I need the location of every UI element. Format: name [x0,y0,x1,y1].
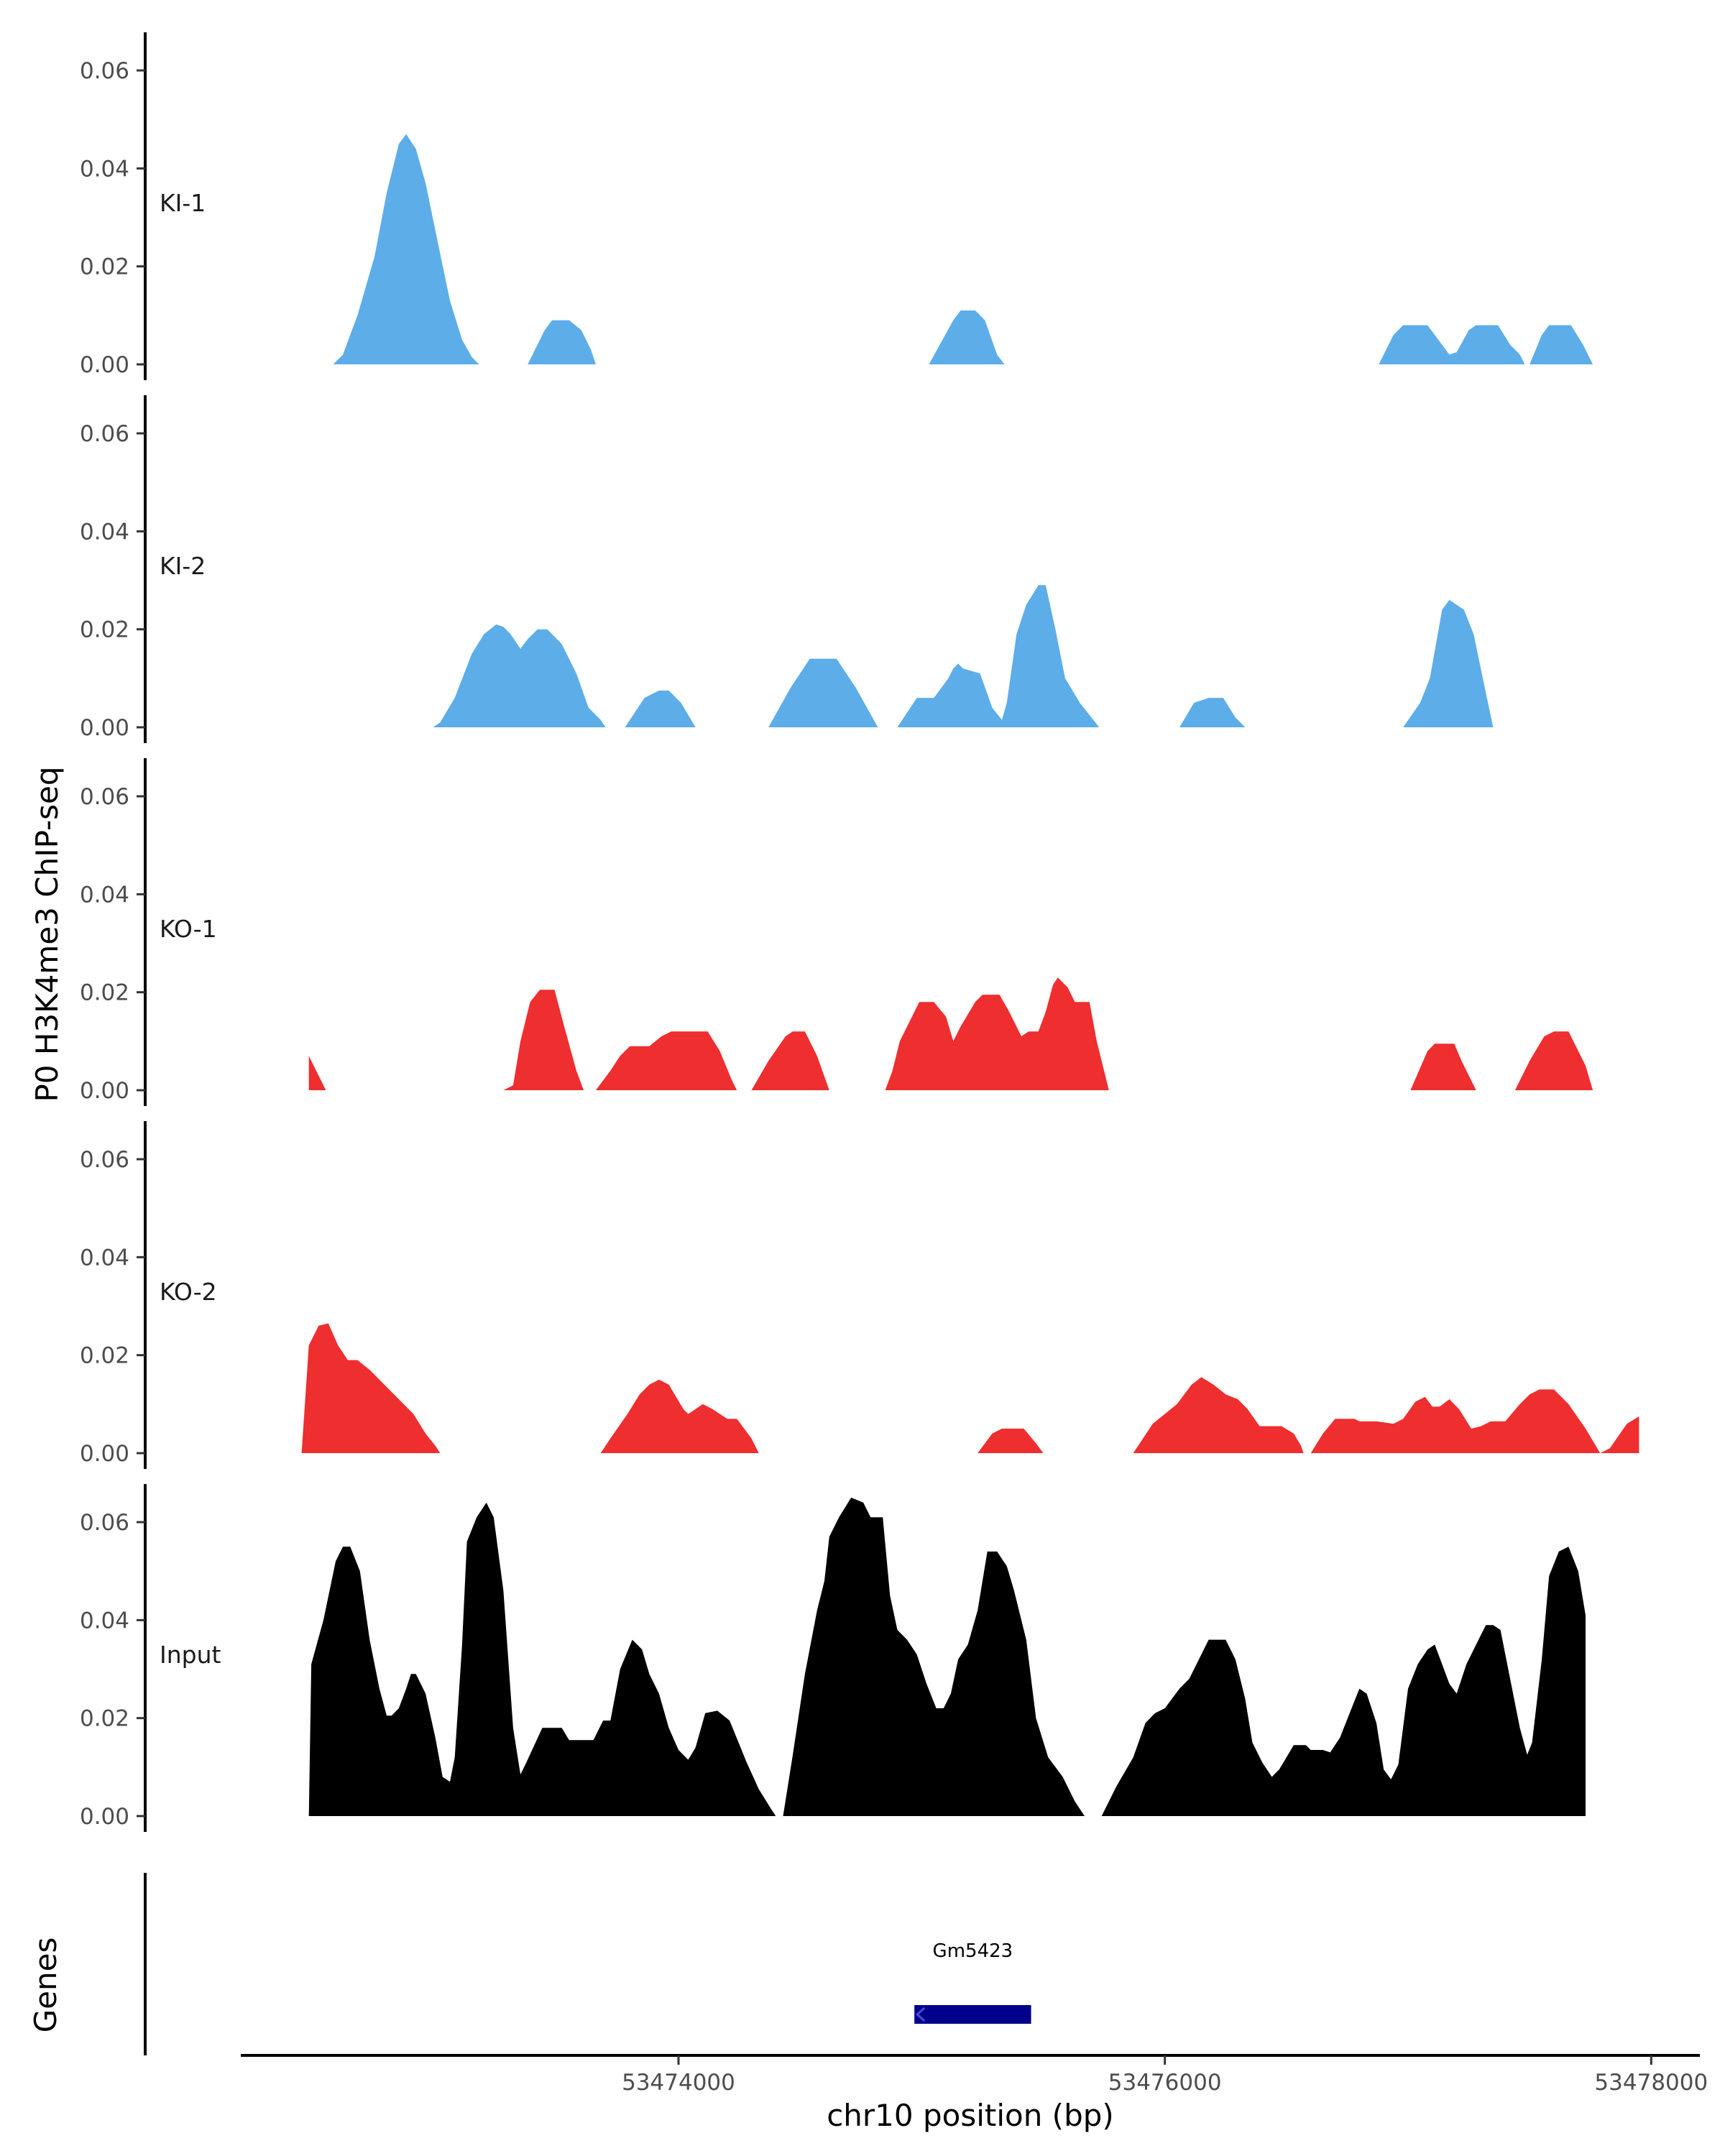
y-tick-label-ko-2: 0.00 [80,1441,129,1467]
y-tick-label-ko-1: 0.02 [80,980,129,1006]
track-ki-2: 0.00 0.02 0.04 0.06 KI-2 [80,395,1494,743]
x-axis-ticks: 53474000 53476000 53478000 [622,2055,1708,2096]
y-tick-label-ko-2: 0.06 [80,1147,129,1173]
y-tick-label-ki-2: 0.02 [80,617,129,643]
track-label-ko-1: KO-1 [160,915,217,943]
track-label-input: Input [160,1641,221,1669]
track-ki-1: 0.00 0.02 0.04 0.06 KI-1 [80,32,1593,380]
coverage-area-input [308,1497,1586,1816]
coverage-area-ko-2 [301,1323,1639,1453]
gene-label: Gm5423 [933,1940,1013,1962]
x-tick-label: 53474000 [622,2070,735,2096]
gene-gm5423: Gm5423 [914,1940,1031,2024]
track-ko-2: 0.00 0.02 0.04 0.06 KO-2 [80,1121,1639,1469]
y-tick-label-ki-1: 0.06 [80,58,129,84]
genes-panel: Genes Gm5423 [28,1873,1031,2055]
track-ko-1: 0.00 0.02 0.04 0.06 KO-1 [80,758,1593,1106]
y-tick-label-ko-1: 0.04 [80,882,129,908]
coverage-area-ko-1 [308,977,1593,1090]
y-tick-label-ko-2: 0.04 [80,1245,129,1271]
y-tick-label-ki-1: 0.04 [80,156,129,182]
track-label-ko-2: KO-2 [160,1278,217,1306]
x-axis: 53474000 53476000 53478000 chr10 position … [241,2054,1708,2133]
gene-body [914,2005,1031,2024]
tracks-layer: 0.00 0.02 0.04 0.06 KI-1 0.00 0.02 0.04 0.06 KI-2… [80,32,1639,1832]
x-tick-label: 53478000 [1594,2070,1708,2096]
x-tick-label: 53476000 [1108,2070,1222,2096]
y-axis-title: P0 H3K4me3 ChIP-seq [29,766,65,1102]
coverage-area-ki-1 [333,134,1593,364]
y-tick-label-input: 0.00 [80,1804,129,1830]
coverage-area-ki-2 [433,585,1494,727]
genes-layer: Gm5423 [914,1940,1031,2024]
y-tick-label-ko-2: 0.02 [80,1343,129,1369]
genes-axis-label: Genes [28,1938,63,2033]
strand-arrow-icon [915,2007,926,2022]
y-tick-label-input: 0.06 [80,1510,129,1536]
y-tick-label-ko-1: 0.00 [80,1078,129,1104]
x-axis-title: chr10 position (bp) [827,2098,1114,2133]
y-tick-label-ko-1: 0.06 [80,784,129,810]
track-label-ki-1: KI-1 [160,189,206,217]
y-tick-label-input: 0.04 [80,1608,129,1634]
y-tick-label-ki-2: 0.06 [80,421,129,447]
track-input: 0.00 0.02 0.04 0.06 Input [80,1484,1586,1832]
y-tick-label-input: 0.02 [80,1706,129,1732]
track-label-ki-2: KI-2 [160,552,206,580]
y-tick-label-ki-1: 0.02 [80,254,129,280]
y-tick-label-ki-1: 0.00 [80,352,129,378]
y-tick-label-ki-2: 0.04 [80,519,129,545]
y-tick-label-ki-2: 0.00 [80,715,129,741]
